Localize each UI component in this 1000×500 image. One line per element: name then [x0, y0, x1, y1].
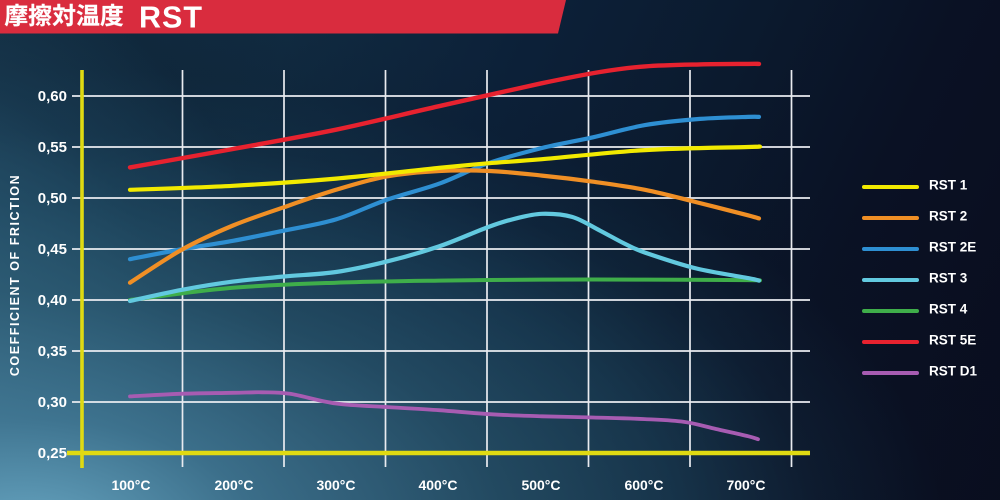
- svg-text:RST 4: RST 4: [929, 302, 968, 317]
- svg-text:0,55: 0,55: [38, 139, 67, 156]
- svg-text:600°C: 600°C: [624, 477, 663, 493]
- svg-text:RST 1: RST 1: [929, 178, 968, 193]
- svg-text:COEFFICIENT OF FRICTION: COEFFICIENT OF FRICTION: [8, 174, 22, 376]
- svg-text:0,30: 0,30: [38, 394, 67, 411]
- svg-text:0,45: 0,45: [38, 241, 67, 258]
- svg-text:RST 5E: RST 5E: [929, 333, 976, 348]
- svg-text:300°C: 300°C: [316, 477, 355, 493]
- svg-text:RST 2E: RST 2E: [929, 240, 976, 255]
- svg-text:0,60: 0,60: [38, 88, 67, 105]
- svg-text:0,25: 0,25: [38, 445, 67, 462]
- svg-text:RST D1: RST D1: [929, 364, 978, 379]
- svg-text:0,40: 0,40: [38, 292, 67, 309]
- svg-text:500°C: 500°C: [521, 477, 560, 493]
- svg-text:RST: RST: [139, 1, 203, 35]
- svg-text:RST 3: RST 3: [929, 271, 968, 286]
- svg-text:0,50: 0,50: [38, 190, 67, 207]
- svg-text:200°C: 200°C: [214, 477, 253, 493]
- svg-text:RST 2: RST 2: [929, 209, 967, 224]
- svg-text:700°C: 700°C: [726, 477, 765, 493]
- svg-text:0,35: 0,35: [38, 343, 67, 360]
- svg-text:400°C: 400°C: [418, 477, 457, 493]
- svg-text:100°C: 100°C: [111, 477, 150, 493]
